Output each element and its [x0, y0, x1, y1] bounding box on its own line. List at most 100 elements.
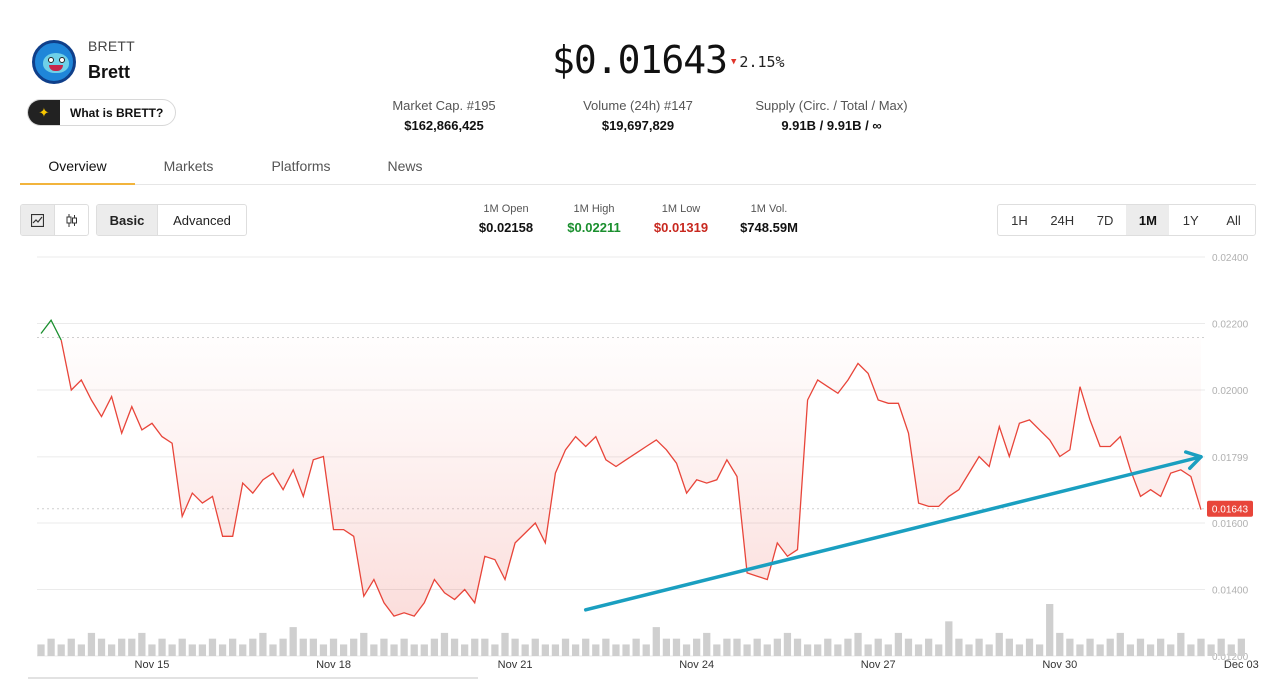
- volume-bar: [1106, 638, 1114, 656]
- chart-type-switch: [20, 204, 89, 236]
- volume-bar: [1207, 644, 1215, 656]
- volume-bar: [259, 632, 267, 656]
- volume-bar: [491, 644, 499, 656]
- candlestick-button[interactable]: [55, 205, 89, 235]
- volume-bar: [168, 644, 176, 656]
- tab-markets[interactable]: Markets: [163, 158, 214, 174]
- volume-bar: [854, 632, 862, 656]
- trend-arrow-head: [1183, 450, 1203, 470]
- volume-bar: [864, 644, 872, 656]
- x-tick-label: Nov 15: [135, 659, 170, 671]
- price-line: [60, 339, 1202, 617]
- what-is-label: What is BRETT?: [70, 105, 164, 120]
- trend-arrow-line: [583, 455, 1203, 612]
- x-tick-label: Nov 24: [679, 659, 714, 671]
- volume-bar: [1086, 638, 1094, 656]
- volume-bar: [1187, 644, 1195, 656]
- volume-bar: [188, 644, 196, 656]
- line-chart-button[interactable]: [21, 205, 55, 235]
- volume-bar: [148, 644, 156, 656]
- price-change-value: 2.15%: [739, 53, 785, 71]
- period-volume-label: 1M Vol.: [750, 203, 788, 215]
- volume-bar: [743, 644, 751, 656]
- volume-bar: [279, 638, 287, 656]
- volume-bar: [945, 621, 953, 656]
- logo-eye-left: [48, 57, 54, 63]
- volume-bar: [249, 638, 257, 656]
- volume-bar: [824, 638, 832, 656]
- volume-bar: [1076, 644, 1084, 656]
- tab-overview[interactable]: Overview: [20, 150, 135, 185]
- volume-bar: [218, 644, 227, 656]
- current-price: $0.01643: [552, 38, 728, 82]
- volume-bar: [430, 638, 439, 656]
- period-high-label: 1M High: [573, 203, 615, 215]
- volume-bar: [350, 638, 358, 656]
- basic-mode-button[interactable]: Basic: [97, 205, 158, 235]
- market-cap-value: $162,866,425: [404, 118, 484, 133]
- tab-platforms[interactable]: Platforms: [271, 158, 331, 174]
- volume-bar: [481, 638, 489, 656]
- volume-bar: [1177, 632, 1185, 656]
- volume-bar: [713, 644, 721, 656]
- volume-bar: [450, 638, 459, 656]
- y-tick-label: 0.01600: [1212, 519, 1249, 530]
- volume-bar: [1005, 638, 1013, 656]
- y-tick-label: 0.02400: [1212, 253, 1249, 264]
- volume-bar: [541, 644, 549, 656]
- range-24h-button[interactable]: 24H: [1050, 212, 1075, 228]
- what-is-button[interactable]: ✦ What is BRETT?: [27, 99, 177, 126]
- period-high-value: $0.02211: [567, 220, 621, 235]
- x-tick-label: Nov 18: [316, 659, 351, 671]
- volume-bar: [360, 632, 368, 656]
- volume-bar: [834, 644, 842, 656]
- x-tick-label: Dec 03: [1224, 659, 1259, 671]
- volume-bar: [592, 644, 600, 656]
- price-chart[interactable]: 0.02400 0.02200 0.02000 0.01799 0.01600 0.014…: [0, 245, 1280, 695]
- volume-bar: [511, 638, 519, 656]
- volume-bar: [107, 644, 116, 656]
- period-low-value: $0.01319: [653, 220, 709, 235]
- range-7d-button[interactable]: 7D: [1096, 212, 1114, 228]
- volume-bar: [47, 638, 55, 656]
- volume-bar: [914, 644, 923, 656]
- volume-bar: [299, 638, 307, 656]
- volume-bar: [904, 638, 913, 656]
- volume-bar: [561, 638, 570, 656]
- candlestick-icon: [66, 213, 77, 227]
- sparkle-icon: ✦: [28, 100, 60, 125]
- time-range-switch: 1H 24H 7D 1M 1Y All: [997, 204, 1256, 236]
- range-1h-button[interactable]: 1H: [1011, 212, 1028, 228]
- volume-bar: [440, 632, 449, 656]
- volume-bar: [501, 632, 509, 656]
- volume-bar: [1035, 644, 1044, 656]
- range-1y-button[interactable]: 1Y: [1182, 212, 1199, 228]
- period-volume-value: $748.59M: [740, 220, 798, 235]
- volume-bar: [1217, 638, 1225, 656]
- y-tick-label: 0.01799: [1212, 453, 1249, 464]
- volume-bar: [269, 644, 277, 656]
- period-low-label: 1M Low: [661, 203, 701, 215]
- range-all-button[interactable]: All: [1226, 212, 1241, 228]
- volume-bar: [612, 644, 620, 656]
- volume-bar: [521, 644, 529, 656]
- supply-value: 9.91B / 9.91B / ∞: [781, 118, 882, 133]
- y-tick-label: 0.02000: [1212, 386, 1249, 397]
- volume-bar: [753, 638, 761, 656]
- coin-symbol: BRETT: [88, 38, 135, 54]
- volume-bar: [319, 644, 328, 656]
- range-1m-button[interactable]: 1M: [1126, 205, 1170, 235]
- volume-bar: [763, 644, 771, 656]
- section-tabs: Overview Markets Platforms News: [20, 150, 1256, 185]
- price-change: ▼ 2.15%: [731, 53, 785, 71]
- advanced-mode-button[interactable]: Advanced: [173, 212, 231, 228]
- x-tick-label: Nov 21: [498, 659, 533, 671]
- volume-bar: [77, 644, 85, 656]
- volume-bar: [632, 638, 640, 656]
- volume-bar: [571, 644, 580, 656]
- volume-bar: [925, 638, 933, 656]
- market-cap-label: Market Cap. #195: [392, 98, 496, 113]
- tab-news[interactable]: News: [387, 158, 423, 174]
- volume-bar: [1157, 638, 1165, 656]
- volume-stat: Volume (24h) #147 $19,697,829: [578, 98, 698, 133]
